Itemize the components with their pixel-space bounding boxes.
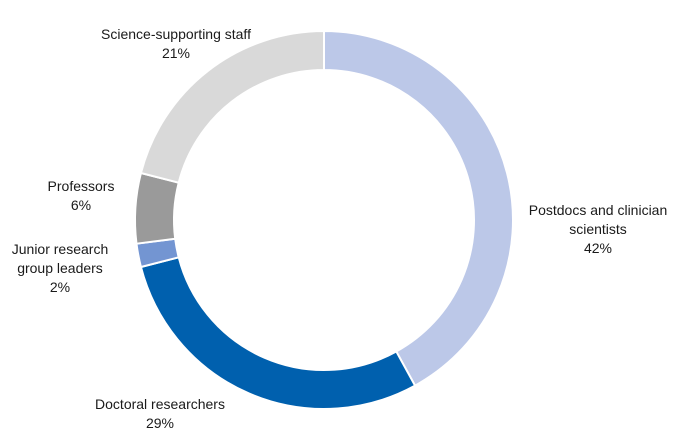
segment-label: Doctoral researchers 29% (95, 395, 225, 433)
category-label: Doctoral researchers (95, 396, 225, 412)
segment-label: Junior research group leaders 2% (5, 240, 115, 297)
value-label: 21% (161, 45, 191, 61)
segment-label: Postdocs and clinician scientists 42% (528, 201, 668, 258)
donut-segment (134, 171, 180, 245)
segment-label: Science-supporting staff 21% (101, 25, 251, 63)
value-label: 29% (145, 415, 175, 431)
category-label: Science-supporting staff (101, 26, 251, 42)
donut-segment (139, 256, 417, 410)
segment-label: Professors 6% (48, 177, 115, 215)
value-label: 6% (70, 197, 92, 213)
value-label: 42% (583, 240, 613, 256)
category-label: Junior research group leaders (11, 241, 109, 276)
value-label: 2% (49, 279, 71, 295)
category-label: Professors (47, 178, 115, 194)
category-label: Postdocs and clinician scientists (528, 202, 668, 237)
donut-segment (139, 29, 325, 184)
donut-segment (323, 29, 514, 387)
